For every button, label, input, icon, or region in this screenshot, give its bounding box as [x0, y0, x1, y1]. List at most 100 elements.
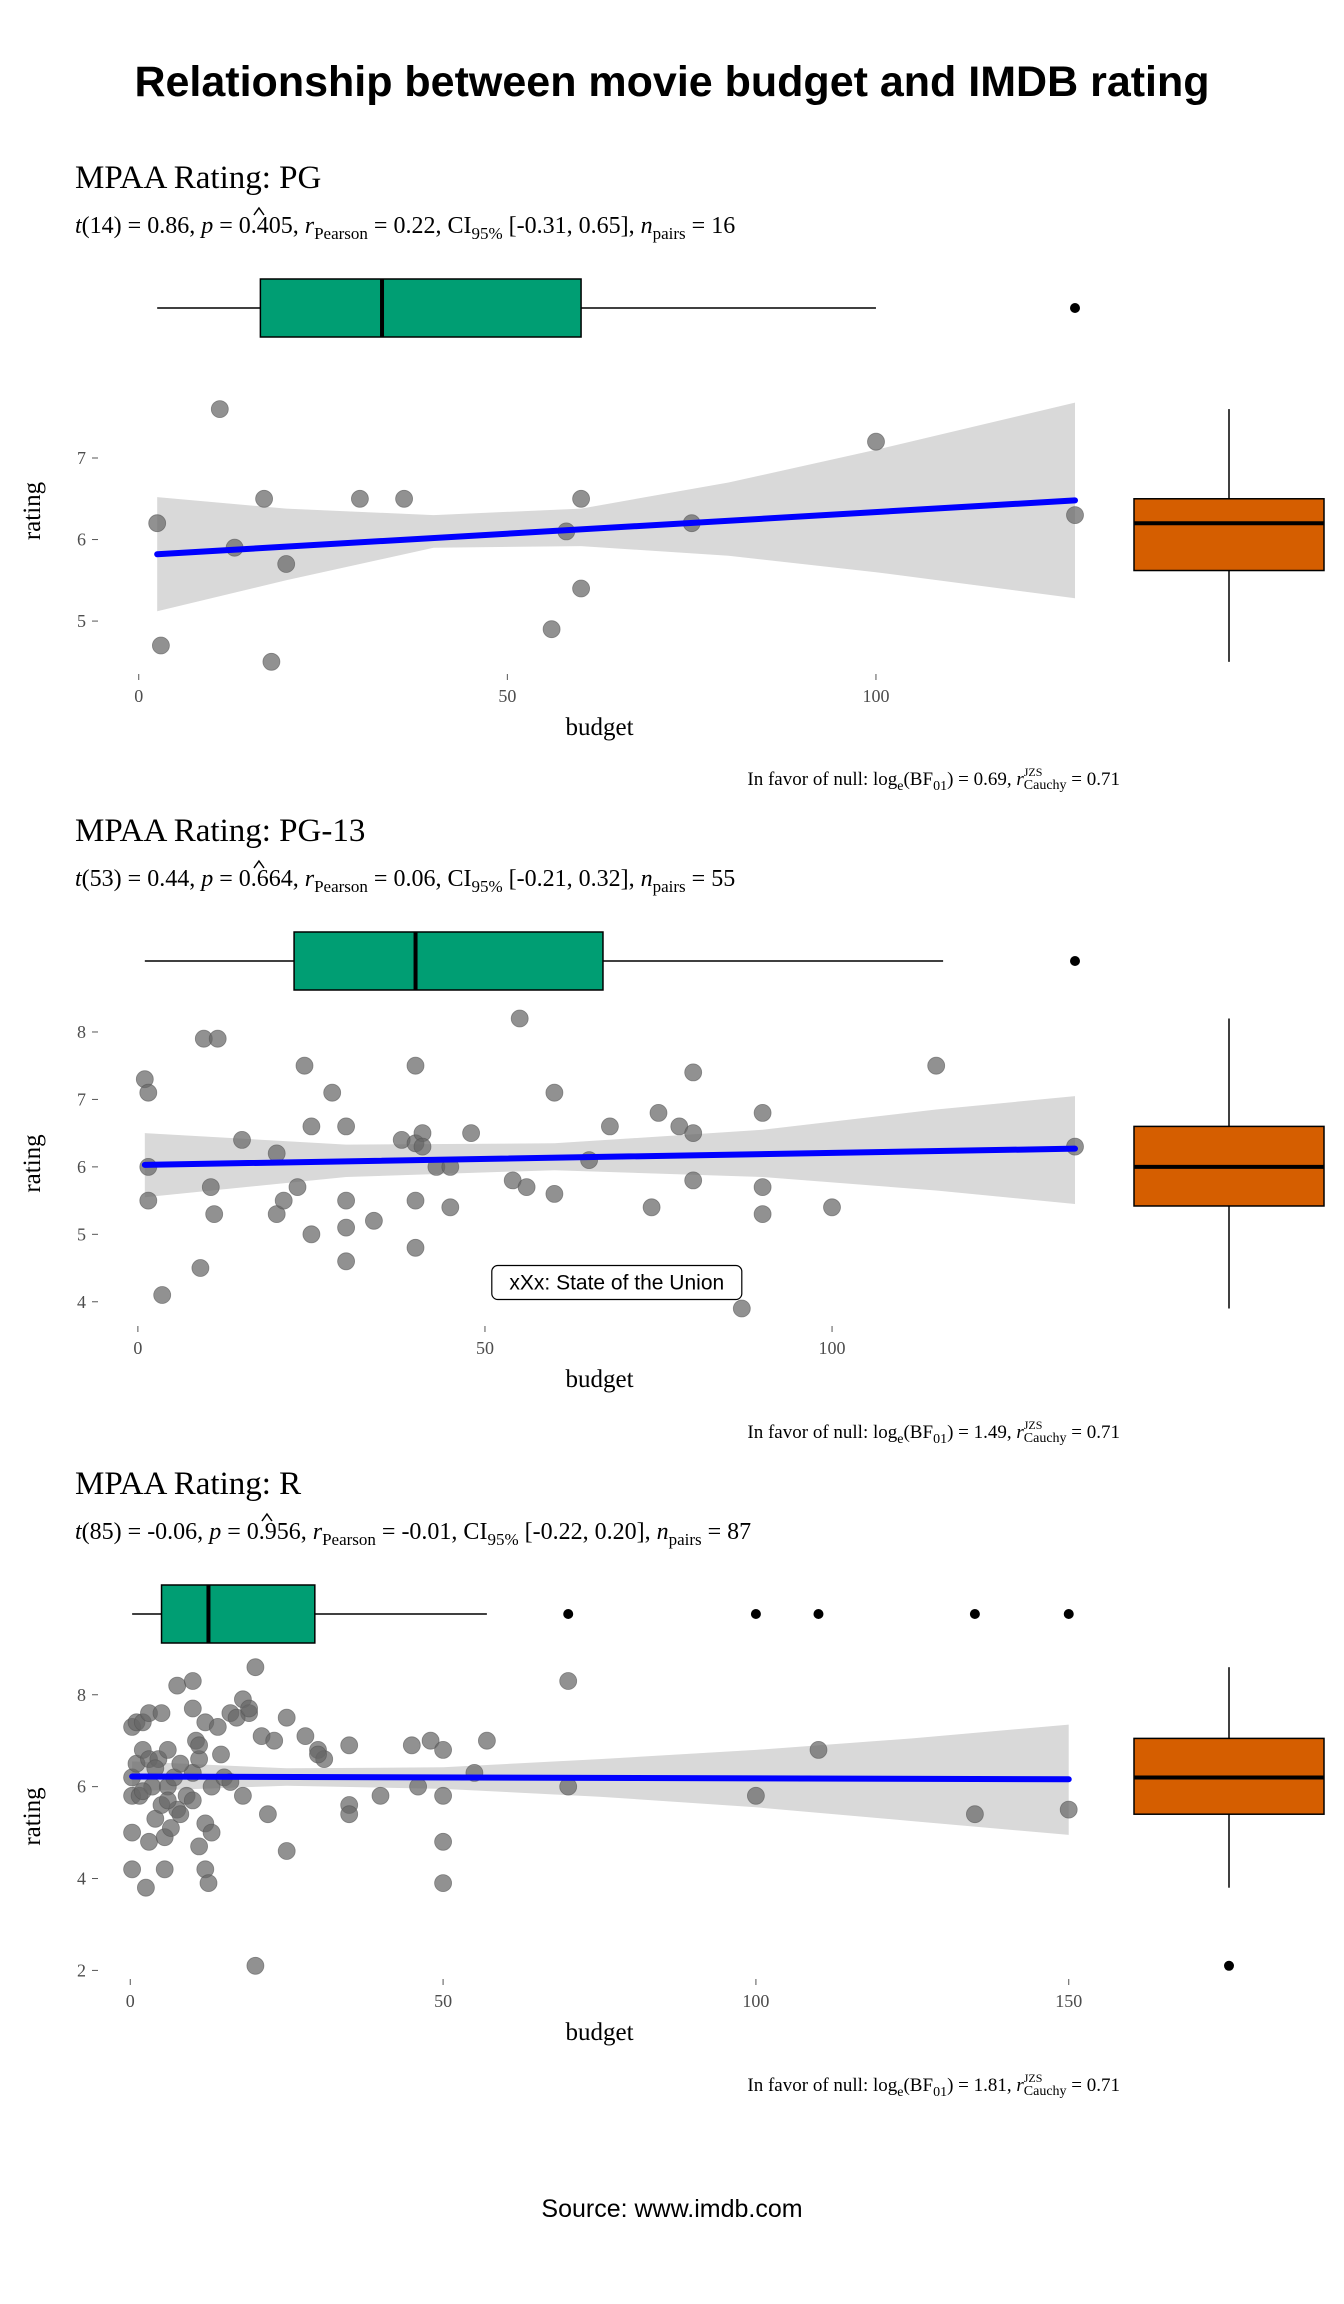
text-span: JZS: [1024, 1418, 1043, 1432]
panel-title: MPAA Rating: R: [75, 1466, 301, 1502]
x-tick-label: 50: [434, 1991, 452, 2011]
source-caption: Source: www.imdb.com: [541, 2195, 802, 2223]
text-span: = 0.71: [1067, 2075, 1120, 2096]
data-point: [350, 489, 369, 508]
text-span: p: [199, 213, 213, 239]
y-tick-label: 5: [77, 611, 86, 631]
text-span: = -0.06,: [122, 1519, 210, 1545]
y-tick-label: 7: [77, 1089, 86, 1109]
text-span: t: [75, 866, 83, 892]
data-point: [258, 1805, 277, 1824]
text-span: n: [657, 1519, 669, 1545]
x-box: [259, 278, 582, 338]
data-point: [753, 1178, 772, 1196]
text-span: In favor of null: log: [747, 1422, 897, 1443]
text-span: = 87: [702, 1519, 752, 1545]
confidence-band: [157, 402, 1075, 612]
y-axis-title: rating: [19, 1134, 46, 1193]
panel-title: MPAA Rating: PG-13: [75, 813, 365, 849]
data-point: [158, 1741, 177, 1759]
data-point: [927, 1056, 946, 1075]
text-span: n: [641, 866, 653, 892]
data-point: [1066, 506, 1084, 524]
x-tick-label: 100: [819, 1338, 846, 1358]
x-box-outlier: [813, 1609, 824, 1619]
text-span: In favor of null: log: [747, 769, 897, 790]
data-point: [732, 1299, 751, 1318]
data-point: [246, 1956, 265, 1975]
data-point: [171, 1754, 190, 1773]
data-point: [809, 1741, 828, 1759]
x-box-outlier: [969, 1609, 980, 1619]
x-tick-label: 0: [134, 686, 143, 706]
text-span: = 55: [686, 866, 736, 892]
x-box-outlier: [750, 1609, 761, 1619]
x-tick-label: 0: [133, 1338, 142, 1358]
data-point: [340, 1736, 359, 1755]
text-span: In favor of null: log: [747, 2075, 897, 2096]
text-span: 95%: [471, 224, 502, 243]
data-point: [183, 1791, 202, 1810]
data-point: [395, 489, 414, 508]
text-span: (53): [82, 866, 122, 892]
text-span: pairs: [653, 224, 686, 243]
data-point: [684, 1124, 703, 1142]
text-span: 95%: [487, 1530, 518, 1549]
data-point: [262, 652, 281, 671]
text-span: = 0.71: [1067, 1422, 1120, 1443]
data-point: [274, 1191, 293, 1210]
text-span: (BF: [903, 2075, 933, 2096]
data-point: [227, 1708, 246, 1727]
y-tick-label: 7: [77, 448, 86, 468]
data-point: [191, 1259, 210, 1277]
text-span: ) = 1.81,: [947, 2075, 1016, 2096]
data-point: [302, 1225, 321, 1244]
point-label: xXx: State of the Union: [491, 1264, 743, 1301]
data-point: [133, 1782, 152, 1801]
data-point: [208, 1718, 227, 1736]
text-span: t: [75, 1519, 83, 1545]
data-point: [545, 1185, 564, 1203]
data-point: [302, 1117, 321, 1136]
data-point: [477, 1731, 496, 1750]
text-span: e: [897, 779, 903, 794]
y-tick-label: 5: [77, 1224, 86, 1244]
confidence-band: [144, 1096, 1076, 1204]
text-span: (BF: [903, 1422, 933, 1443]
bayes-factor-caption: In favor of null: loge(BF01) = 1.49, rJZ…: [747, 1418, 1120, 1447]
y-tick-label: 6: [77, 1777, 86, 1797]
data-point: [406, 1238, 425, 1257]
data-point: [277, 555, 296, 573]
data-point: [158, 1791, 177, 1810]
data-point: [867, 432, 885, 451]
data-point: [684, 1063, 703, 1082]
data-point: [406, 1191, 425, 1210]
data-point: [139, 1083, 158, 1102]
data-point: [747, 1786, 765, 1805]
data-point: [406, 1056, 425, 1075]
text-span: = 0.71: [1067, 769, 1120, 790]
text-span: pairs: [653, 877, 686, 896]
text-span: (14): [82, 213, 122, 239]
data-point: [168, 1676, 187, 1695]
text-span: (BF: [903, 769, 933, 790]
text-span: JZS: [1024, 2071, 1043, 2085]
data-point: [753, 1104, 772, 1122]
y-box: [1133, 498, 1325, 572]
data-point: [434, 1832, 453, 1851]
data-point: [295, 1056, 314, 1075]
data-point: [233, 1131, 251, 1149]
x-box: [160, 1584, 316, 1644]
y-tick-label: 6: [77, 1157, 86, 1177]
text-span: (85): [82, 1519, 122, 1545]
data-point: [684, 1171, 703, 1190]
data-point: [296, 1727, 315, 1745]
x-axis-title: budget: [565, 714, 633, 741]
data-point: [139, 1191, 158, 1210]
text-span: Pearson: [322, 1530, 376, 1549]
y-tick-label: 8: [77, 1022, 86, 1042]
text-span: Pearson: [314, 224, 368, 243]
y-tick-label: 2: [77, 1960, 86, 1980]
text-span: = 16: [686, 213, 736, 239]
x-tick-label: 100: [742, 1991, 769, 2011]
